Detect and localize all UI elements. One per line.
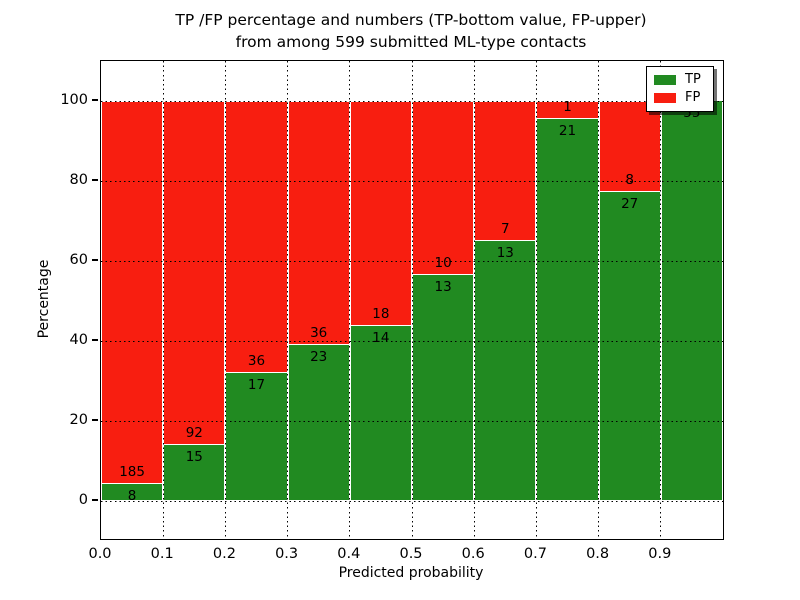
y-tick-mark-40 (92, 339, 98, 341)
x-axis-label: Predicted probability (338, 565, 484, 581)
fp-count-label-4: 18 (372, 306, 390, 322)
tp-count-label-8: 27 (621, 196, 639, 213)
y-tick-label-20: 20 (69, 412, 88, 428)
gridline-vertical-0.8 (598, 61, 600, 539)
y-tick-label-0: 0 (78, 492, 88, 508)
gridline-horizontal-0 (101, 500, 723, 502)
gridline-vertical-0.7 (535, 61, 537, 539)
tp-bar-segment-1 (164, 443, 225, 500)
y-tick-mark-0 (92, 499, 98, 501)
chart-title: TP /FP percentage and numbers (TP-bottom… (100, 9, 722, 53)
tp-bar-segment-6 (475, 240, 536, 500)
tp-bar-segment-8 (599, 191, 660, 500)
tp-count-label-0: 8 (127, 488, 137, 505)
stacked-bar-5 (412, 101, 475, 501)
x-tick-label-0.2: 0.2 (212, 546, 236, 562)
x-tick-label-0.0: 0.0 (88, 546, 112, 562)
bars-layer (101, 61, 723, 539)
tp-bar-segment-4 (350, 325, 411, 500)
legend: TP FP (646, 66, 714, 112)
value-labels-layer: 185 8 92 15 36 17 36 23 18 14 10 13 7 13 1 21 8 27 55 (101, 61, 723, 539)
tp-count-label-5: 13 (434, 278, 452, 295)
x-tick-label-0.9: 0.9 (648, 546, 672, 562)
stacked-bar-3 (287, 101, 350, 501)
fp-count-label-5: 10 (434, 254, 452, 271)
y-axis-label: Percentage (36, 259, 52, 339)
gridline-vertical-0.5 (411, 61, 413, 539)
y-tick-label-80: 80 (69, 172, 88, 188)
fp-count-label-7: 1 (563, 99, 572, 116)
gridline-horizontal-80 (101, 180, 723, 182)
tp-bar-segment-3 (288, 344, 349, 500)
gridline-vertical-0.2 (224, 61, 226, 539)
gridline-horizontal-20 (101, 420, 723, 422)
y-tick-label-100: 100 (60, 92, 88, 108)
fp-count-label-1: 92 (185, 424, 203, 441)
stacked-bar-2 (225, 101, 288, 501)
x-tick-label-0.4: 0.4 (337, 546, 361, 562)
tp-swatch-icon (654, 75, 676, 85)
fp-count-label-6: 7 (501, 221, 510, 237)
gridline-vertical-0.3 (287, 61, 289, 539)
legend-label-fp: FP (685, 90, 701, 105)
chart-title-line2: from among 599 submitted ML-type contact… (235, 33, 587, 51)
y-tick-mark-20 (92, 419, 98, 421)
y-tick-mark-60 (92, 259, 98, 261)
x-tick-label-0.7: 0.7 (523, 546, 547, 562)
fp-count-label-0: 185 (119, 464, 145, 481)
tp-count-label-4: 14 (372, 330, 390, 346)
y-tick-label-40: 40 (69, 332, 88, 348)
stacked-bar-9 (660, 100, 723, 501)
stacked-bar-4 (349, 101, 412, 501)
stacked-bar-7 (536, 101, 599, 501)
gridline-horizontal-60 (101, 260, 723, 262)
stacked-bar-0 (101, 101, 164, 501)
x-tick-label-0.6: 0.6 (461, 546, 485, 562)
stacked-bar-1 (163, 101, 226, 501)
stacked-bar-8 (598, 101, 661, 501)
gridline-horizontal-40 (101, 340, 723, 342)
tp-count-label-7: 21 (558, 123, 577, 140)
gridline-horizontal-100 (101, 100, 723, 102)
tp-count-label-3: 23 (310, 349, 328, 366)
tp-bar-segment-2 (226, 371, 287, 500)
x-tick-label-0.3: 0.3 (275, 546, 299, 562)
tp-count-label-6: 13 (496, 245, 514, 261)
y-tick-mark-100 (92, 99, 98, 101)
y-tick-label-60: 60 (69, 252, 88, 268)
fp-swatch-icon (654, 93, 676, 103)
y-tick-mark-80 (92, 179, 98, 181)
fp-count-label-2: 36 (247, 352, 266, 369)
gridline-vertical-0.6 (473, 61, 475, 539)
chart-title-line1: TP /FP percentage and numbers (TP-bottom… (175, 11, 647, 29)
tp-bar-segment-7 (537, 118, 598, 500)
legend-entry-tp: TP (654, 73, 706, 87)
gridline-vertical-0.4 (349, 61, 351, 539)
gridline-vertical-0.1 (162, 61, 164, 539)
x-tick-label-0.5: 0.5 (399, 546, 423, 562)
fp-count-label-3: 36 (310, 325, 328, 342)
x-tick-label-0.1: 0.1 (150, 546, 174, 562)
tp-count-label-1: 15 (185, 448, 203, 465)
fp-count-label-8: 8 (625, 172, 634, 189)
tp-count-label-2: 17 (247, 376, 266, 393)
tp-bar-segment-0 (102, 483, 163, 500)
gridline-vertical-0.9 (660, 61, 662, 539)
plot-area: 185 8 92 15 36 17 36 23 18 14 10 13 7 13 1 21 8 27 55 (100, 60, 724, 540)
tp-bar-segment-9 (661, 100, 722, 500)
legend-label-tp: TP (685, 72, 701, 87)
x-tick-label-0.8: 0.8 (586, 546, 610, 562)
stacked-bar-6 (474, 101, 537, 501)
grid-layer (101, 61, 723, 539)
tp-bar-segment-5 (413, 273, 474, 500)
legend-entry-fp: FP (654, 91, 706, 105)
